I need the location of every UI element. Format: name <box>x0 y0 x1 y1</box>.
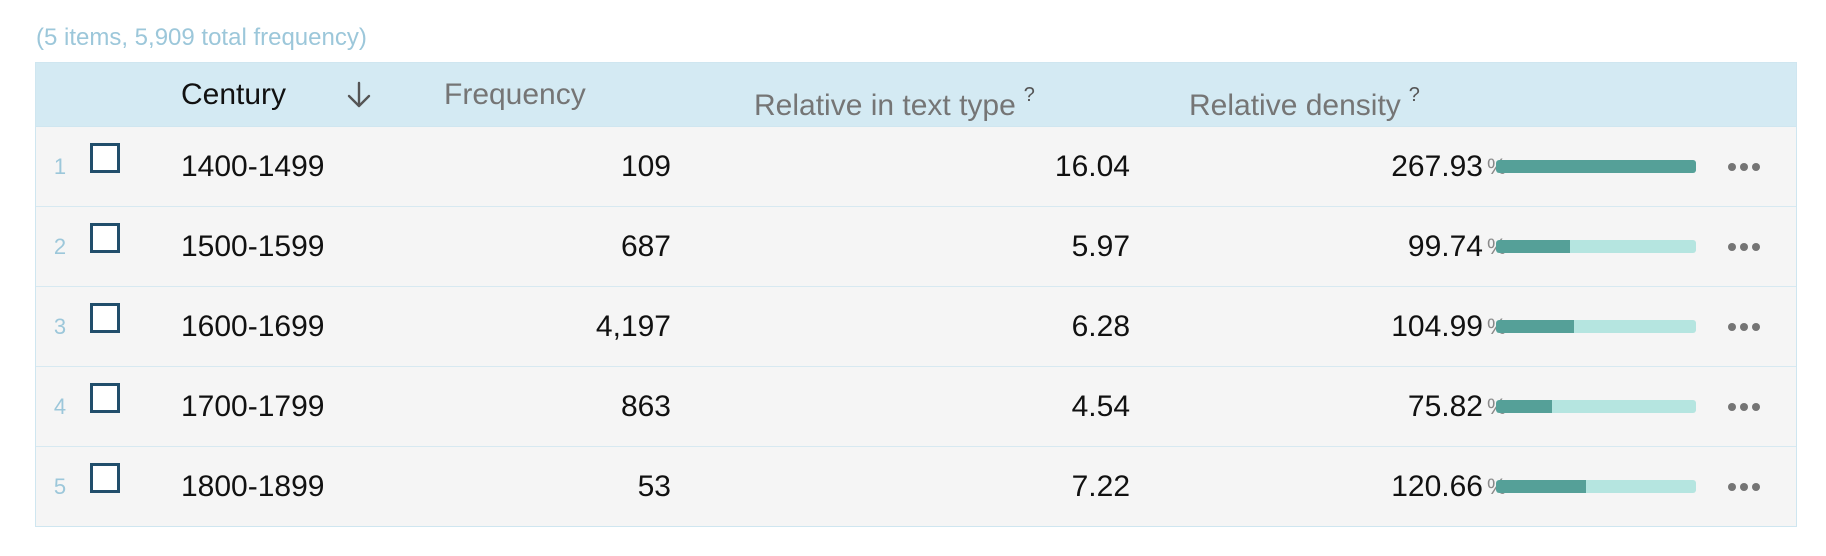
row-checkbox[interactable] <box>90 303 120 333</box>
century-cell[interactable]: 1500-1599 <box>181 230 325 263</box>
relative-density-cell: 120.66 <box>1391 470 1483 503</box>
dot <box>1728 323 1736 331</box>
relative-density-cell: 99.74 <box>1407 230 1483 263</box>
density-bar <box>1496 480 1696 493</box>
table-body: 1 1400-1499 109 16.04 267.93 % 2 1500-15… <box>36 127 1796 526</box>
relative-in-text-type-cell: 6.28 <box>1071 310 1130 343</box>
relative-in-text-type-cell: 16.04 <box>1054 150 1130 183</box>
row-checkbox[interactable] <box>90 223 120 253</box>
dot <box>1752 483 1760 491</box>
frequency-table: Century Frequency Relative in text type?… <box>35 62 1797 527</box>
dot <box>1752 403 1760 411</box>
century-cell[interactable]: 1700-1799 <box>181 390 325 423</box>
table-row: 1 1400-1499 109 16.04 267.93 % <box>36 127 1796 207</box>
more-options-icon[interactable] <box>1726 155 1762 179</box>
dot <box>1740 163 1748 171</box>
relative-density-cell: 75.82 <box>1407 390 1483 423</box>
row-checkbox[interactable] <box>90 143 120 173</box>
more-options-icon[interactable] <box>1726 395 1762 419</box>
row-checkbox[interactable] <box>90 463 120 493</box>
relative-in-text-type-cell: 4.54 <box>1071 390 1130 423</box>
row-index: 2 <box>53 234 67 259</box>
density-bar-fill <box>1496 480 1586 493</box>
frequency-cell: 109 <box>620 150 671 183</box>
row-index: 3 <box>53 314 67 339</box>
frequency-cell: 687 <box>620 230 671 263</box>
header-relative-in-text-type-label: Relative in text type <box>754 89 1016 122</box>
row-index: 1 <box>53 154 67 179</box>
density-bar-fill <box>1496 240 1570 253</box>
help-icon[interactable]: ? <box>1023 84 1035 106</box>
relative-density-cell: 267.93 <box>1391 150 1483 183</box>
dot <box>1728 403 1736 411</box>
relative-in-text-type-cell: 5.97 <box>1071 230 1130 263</box>
density-bar <box>1496 400 1696 413</box>
header-relative-density-label: Relative density <box>1189 89 1401 122</box>
help-icon[interactable]: ? <box>1408 84 1420 106</box>
table-row: 3 1600-1699 4,197 6.28 104.99 % <box>36 287 1796 367</box>
relative-density-cell: 104.99 <box>1391 310 1483 343</box>
more-options-icon[interactable] <box>1726 235 1762 259</box>
century-cell[interactable]: 1800-1899 <box>181 470 325 503</box>
more-options-icon[interactable] <box>1726 475 1762 499</box>
dot <box>1752 163 1760 171</box>
century-cell[interactable]: 1400-1499 <box>181 150 325 183</box>
dot <box>1728 163 1736 171</box>
density-bar-fill <box>1496 320 1574 333</box>
header-relative-in-text-type[interactable]: Relative in text type? <box>754 63 1035 127</box>
more-options-icon[interactable] <box>1726 315 1762 339</box>
table-row: 2 1500-1599 687 5.97 99.74 % <box>36 207 1796 287</box>
arrow-down-icon[interactable] <box>341 77 377 113</box>
dot <box>1752 243 1760 251</box>
density-bar-fill <box>1496 400 1552 413</box>
dot <box>1728 483 1736 491</box>
header-frequency[interactable]: Frequency <box>444 78 586 111</box>
frequency-cell: 863 <box>620 390 671 423</box>
dot <box>1752 323 1760 331</box>
density-bar <box>1496 320 1696 333</box>
dot <box>1728 243 1736 251</box>
results-summary: (5 items, 5,909 total frequency) <box>36 24 367 51</box>
header-relative-density[interactable]: Relative density? <box>1189 63 1420 127</box>
density-bar <box>1496 160 1696 173</box>
density-bar-fill <box>1496 160 1696 173</box>
century-cell[interactable]: 1600-1699 <box>181 310 325 343</box>
dot <box>1740 483 1748 491</box>
header-century[interactable]: Century <box>181 78 287 111</box>
dot <box>1740 403 1748 411</box>
relative-in-text-type-cell: 7.22 <box>1071 470 1130 503</box>
table-header: Century Frequency Relative in text type?… <box>36 63 1796 127</box>
dot <box>1740 243 1748 251</box>
density-bar <box>1496 240 1696 253</box>
frequency-cell: 4,197 <box>595 310 671 343</box>
frequency-cell: 53 <box>637 470 671 503</box>
row-index: 4 <box>53 394 67 419</box>
dot <box>1740 323 1748 331</box>
row-index: 5 <box>53 474 67 499</box>
table-row: 4 1700-1799 863 4.54 75.82 % <box>36 367 1796 447</box>
table-row: 5 1800-1899 53 7.22 120.66 % <box>36 447 1796 526</box>
row-checkbox[interactable] <box>90 383 120 413</box>
